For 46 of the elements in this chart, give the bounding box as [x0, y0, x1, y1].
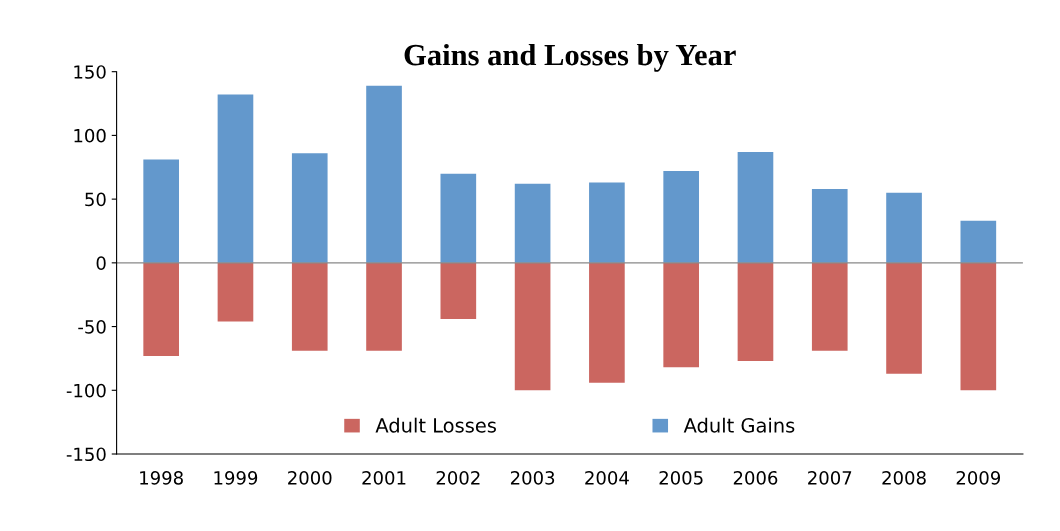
bar: [143, 262, 179, 356]
bar: [366, 262, 402, 351]
y-tick-label: 50: [85, 192, 106, 207]
y-tick-label: -150: [66, 447, 106, 462]
x-tick-label: 2004: [585, 470, 629, 485]
y-tick-label: -50: [78, 320, 106, 334]
bar: [886, 192, 922, 263]
bar: [589, 182, 625, 263]
y-tick-label: 0: [96, 256, 106, 270]
x-tick-label: 2008: [882, 470, 926, 485]
bar: [366, 85, 402, 263]
bar: [960, 220, 997, 263]
y-tick-label: 100: [74, 128, 106, 143]
bar: [663, 262, 700, 368]
bar: [589, 262, 625, 383]
x-tick-label: 1999: [214, 470, 258, 485]
bar: [886, 262, 922, 374]
x-tick-label: 1998: [140, 470, 183, 485]
y-tick-label: 150: [74, 65, 106, 79]
bar: [143, 159, 179, 263]
bar: [737, 151, 774, 263]
bar: [291, 262, 328, 351]
bar: [291, 153, 328, 263]
legend-label: Adult Losses: [375, 417, 496, 433]
bar: [960, 262, 997, 391]
bar: [440, 173, 477, 263]
legend-label: Adult Gains: [683, 417, 795, 433]
bar: [514, 262, 551, 391]
bar: [217, 94, 254, 263]
bar: [514, 183, 551, 263]
x-tick-label: 2005: [659, 470, 703, 485]
x-tick-label: 2000: [288, 470, 332, 485]
x-tick-label: 2002: [436, 470, 480, 485]
bar: [217, 262, 254, 322]
y-tick-label: -100: [66, 383, 106, 398]
bar: [737, 262, 774, 361]
bar: [811, 262, 848, 351]
bar: [663, 171, 700, 263]
bar: [440, 262, 477, 319]
chart-title: Gains and Losses by Year: [404, 43, 736, 72]
bar: [811, 188, 848, 263]
x-tick-label: 2007: [808, 470, 852, 485]
x-tick-label: 2001: [362, 470, 406, 485]
x-tick-label: 2003: [510, 470, 555, 485]
x-tick-label: 2006: [733, 470, 778, 485]
x-tick-label: 2009: [956, 470, 1001, 485]
